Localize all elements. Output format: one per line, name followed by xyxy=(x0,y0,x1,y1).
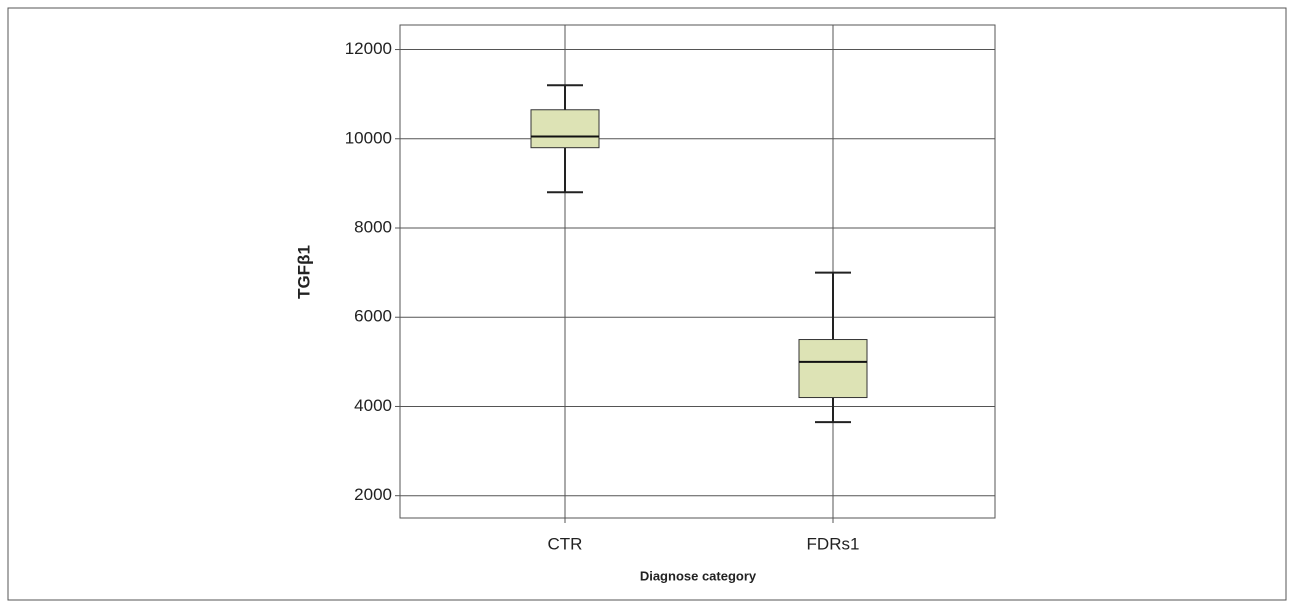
y-axis-label: TGFβ1 xyxy=(294,245,313,299)
y-tick-label: 8000 xyxy=(354,217,392,236)
y-tick-label: 6000 xyxy=(354,307,392,326)
x-tick-label: FDRs1 xyxy=(807,534,860,553)
box xyxy=(798,339,868,399)
plot-area xyxy=(399,24,996,519)
x-tick-label: CTR xyxy=(548,534,583,553)
y-tick-label: 10000 xyxy=(345,128,392,147)
y-tick-label: 12000 xyxy=(345,39,392,58)
y-tick-label: 2000 xyxy=(354,485,392,504)
x-axis-label: Diagnose category xyxy=(640,568,757,583)
y-tick-label: 4000 xyxy=(354,396,392,415)
box xyxy=(530,109,600,149)
